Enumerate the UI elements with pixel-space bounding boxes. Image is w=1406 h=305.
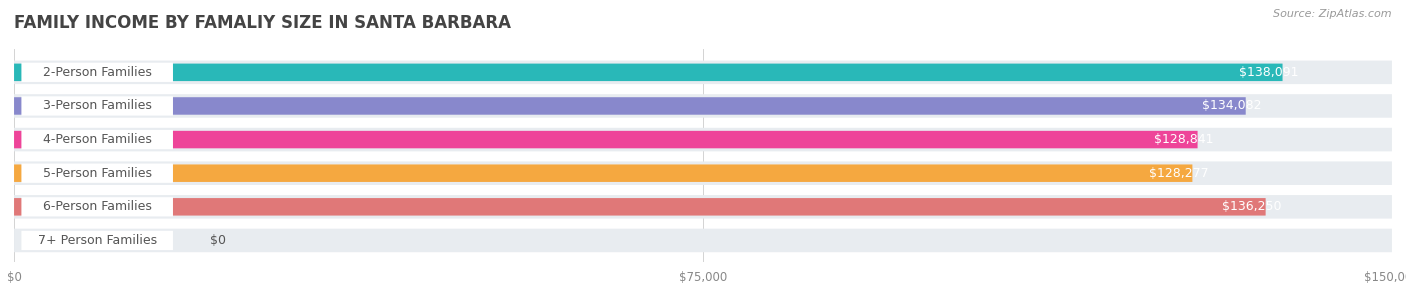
FancyBboxPatch shape (21, 63, 173, 82)
Text: $136,250: $136,250 (1222, 200, 1282, 213)
Text: 4-Person Families: 4-Person Families (42, 133, 152, 146)
FancyBboxPatch shape (14, 128, 1392, 151)
Text: 6-Person Families: 6-Person Families (42, 200, 152, 213)
Text: Source: ZipAtlas.com: Source: ZipAtlas.com (1274, 9, 1392, 19)
FancyBboxPatch shape (14, 61, 1392, 84)
Text: 5-Person Families: 5-Person Families (42, 167, 152, 180)
FancyBboxPatch shape (14, 131, 1198, 148)
FancyBboxPatch shape (21, 130, 173, 149)
FancyBboxPatch shape (21, 163, 173, 183)
FancyBboxPatch shape (14, 198, 1265, 216)
Text: 2-Person Families: 2-Person Families (42, 66, 152, 79)
FancyBboxPatch shape (14, 229, 1392, 252)
Text: $128,277: $128,277 (1149, 167, 1208, 180)
FancyBboxPatch shape (21, 197, 173, 217)
FancyBboxPatch shape (14, 164, 1192, 182)
Text: $128,841: $128,841 (1154, 133, 1213, 146)
FancyBboxPatch shape (14, 161, 1392, 185)
Text: FAMILY INCOME BY FAMALIY SIZE IN SANTA BARBARA: FAMILY INCOME BY FAMALIY SIZE IN SANTA B… (14, 14, 510, 32)
Text: $0: $0 (209, 234, 226, 247)
FancyBboxPatch shape (21, 96, 173, 116)
FancyBboxPatch shape (21, 231, 173, 250)
Text: 7+ Person Families: 7+ Person Families (38, 234, 156, 247)
FancyBboxPatch shape (14, 94, 1392, 118)
FancyBboxPatch shape (14, 97, 1246, 115)
FancyBboxPatch shape (14, 64, 1282, 81)
FancyBboxPatch shape (14, 195, 1392, 219)
Text: 3-Person Families: 3-Person Families (42, 99, 152, 113)
Text: $138,091: $138,091 (1239, 66, 1299, 79)
Text: $134,082: $134,082 (1202, 99, 1261, 113)
